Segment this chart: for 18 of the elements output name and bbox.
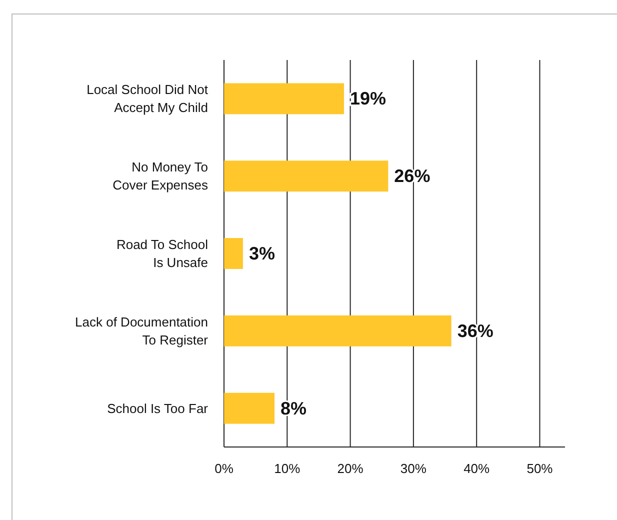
bar (224, 238, 243, 269)
bar (224, 392, 275, 424)
x-tick-label: 10% (274, 461, 301, 476)
y-tick-label: Local School Did Not Accept My Child (86, 82, 208, 116)
y-tick-label: Lack of Documentation To Register (75, 314, 209, 348)
y-tick-label: Road To School Is Unsafe (116, 237, 208, 270)
x-tick-label: 20% (337, 461, 364, 476)
x-tick-label: 0% (214, 461, 234, 476)
data-label: 19% (350, 88, 386, 109)
y-tick-label: No Money To Cover Expenses (112, 160, 208, 193)
x-tick-label: 50% (526, 461, 554, 476)
y-tick-label: School Is Too Far (107, 400, 209, 416)
x-tick-label: 30% (400, 461, 427, 476)
bar (224, 83, 344, 114)
bar (224, 315, 452, 346)
x-tick-label: 40% (464, 461, 490, 476)
bar (224, 160, 388, 192)
data-label: 3% (248, 244, 275, 264)
